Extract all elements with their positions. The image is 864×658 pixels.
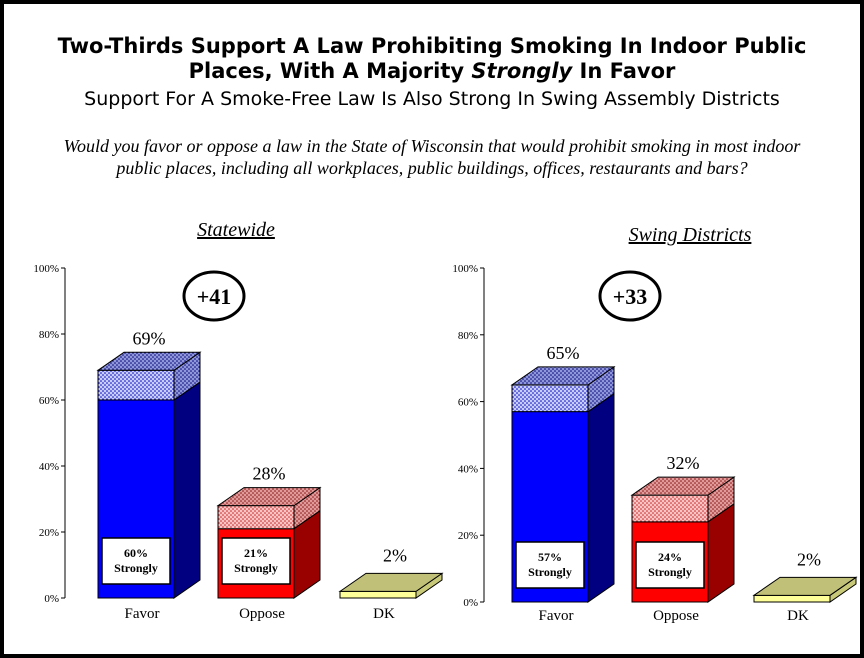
title-line-2-start: Places, With A Majority <box>188 59 472 83</box>
bar-somewhat-front <box>631 494 709 523</box>
subtitle: Support For A Smoke-Free Law Is Also Str… <box>84 88 780 110</box>
bar-somewhat-front <box>217 505 295 530</box>
y-tick-label: 20% <box>39 527 59 539</box>
strongly-label-box <box>101 537 171 585</box>
strongly-percent: 24% <box>658 550 682 564</box>
bar-value-label: 32% <box>667 453 700 473</box>
bar-somewhat-front <box>97 369 175 401</box>
y-tick-label: 60% <box>458 397 478 409</box>
margin-circle <box>182 270 246 322</box>
bar-somewhat-front <box>511 384 589 413</box>
y-tick-label: 0% <box>463 597 478 609</box>
strongly-word: Strongly <box>648 565 692 579</box>
y-tick-label: 80% <box>39 329 59 341</box>
bar-top <box>630 476 736 496</box>
title-line-2: Places, With A Majority Strongly In Favo… <box>0 59 864 84</box>
y-tick-label: 40% <box>458 463 478 475</box>
title-line-2-end: In Favor <box>572 59 676 83</box>
survey-question: Would you favor or oppose a law in the S… <box>63 136 801 178</box>
strongly-word: Strongly <box>528 565 572 579</box>
bar-value-label: 65% <box>547 343 580 363</box>
bar-strongly-side <box>587 392 615 603</box>
margin-label: +41 <box>197 284 232 309</box>
y-tick-label: 60% <box>39 395 59 407</box>
strongly-label-box <box>635 541 705 589</box>
bar-top <box>510 366 616 386</box>
strongly-percent: 21% <box>244 546 268 560</box>
y-tick-label: 80% <box>458 330 478 342</box>
strongly-label: 60% Strongly <box>114 546 158 575</box>
strongly-label-box <box>515 541 585 589</box>
strongly-word: Strongly <box>234 561 278 575</box>
bar-top <box>752 576 858 596</box>
bar-top <box>216 487 322 507</box>
bar-strongly-side <box>173 381 201 599</box>
bar-value-label: 2% <box>797 549 821 569</box>
title-emphasis: Strongly <box>471 59 573 83</box>
x-category-label: Favor <box>125 606 160 622</box>
x-category-label: DK <box>787 608 809 624</box>
y-tick-label: 0% <box>44 593 59 605</box>
strongly-percent: 57% <box>538 550 562 564</box>
strongly-label: 24% Strongly <box>648 550 692 579</box>
bar-value-label: 69% <box>133 328 166 348</box>
strongly-percent: 60% <box>124 546 148 560</box>
chart-title: Statewide <box>197 219 275 241</box>
x-category-label: Favor <box>539 608 574 624</box>
bar-top <box>96 351 202 371</box>
y-tick-label: 40% <box>39 461 59 473</box>
strongly-label: 21% Strongly <box>234 546 278 575</box>
x-category-label: Oppose <box>239 606 285 622</box>
x-category-label: Oppose <box>653 608 699 624</box>
y-tick-label: 100% <box>452 263 478 275</box>
strongly-label-box <box>221 537 291 585</box>
bar-value-label: 28% <box>253 464 286 484</box>
title-line-1: Two-Thirds Support A Law Prohibiting Smo… <box>57 34 807 58</box>
bar-value-label: 2% <box>383 545 407 565</box>
strongly-word: Strongly <box>114 561 158 575</box>
bar-front <box>753 594 831 603</box>
y-tick-label: 20% <box>458 530 478 542</box>
bar-top <box>338 572 444 592</box>
strongly-label: 57% Strongly <box>528 550 572 579</box>
y-tick-label: 100% <box>33 263 59 275</box>
x-category-label: DK <box>373 606 395 622</box>
bar-front <box>339 590 417 599</box>
swing-districts-chart: Swing Districts 0% 20% 40% 60% 80% 100% 65% Favo… <box>452 224 858 624</box>
margin-circle <box>598 270 662 322</box>
chart-title: Swing Districts <box>629 224 752 246</box>
margin-label: +33 <box>613 284 648 309</box>
